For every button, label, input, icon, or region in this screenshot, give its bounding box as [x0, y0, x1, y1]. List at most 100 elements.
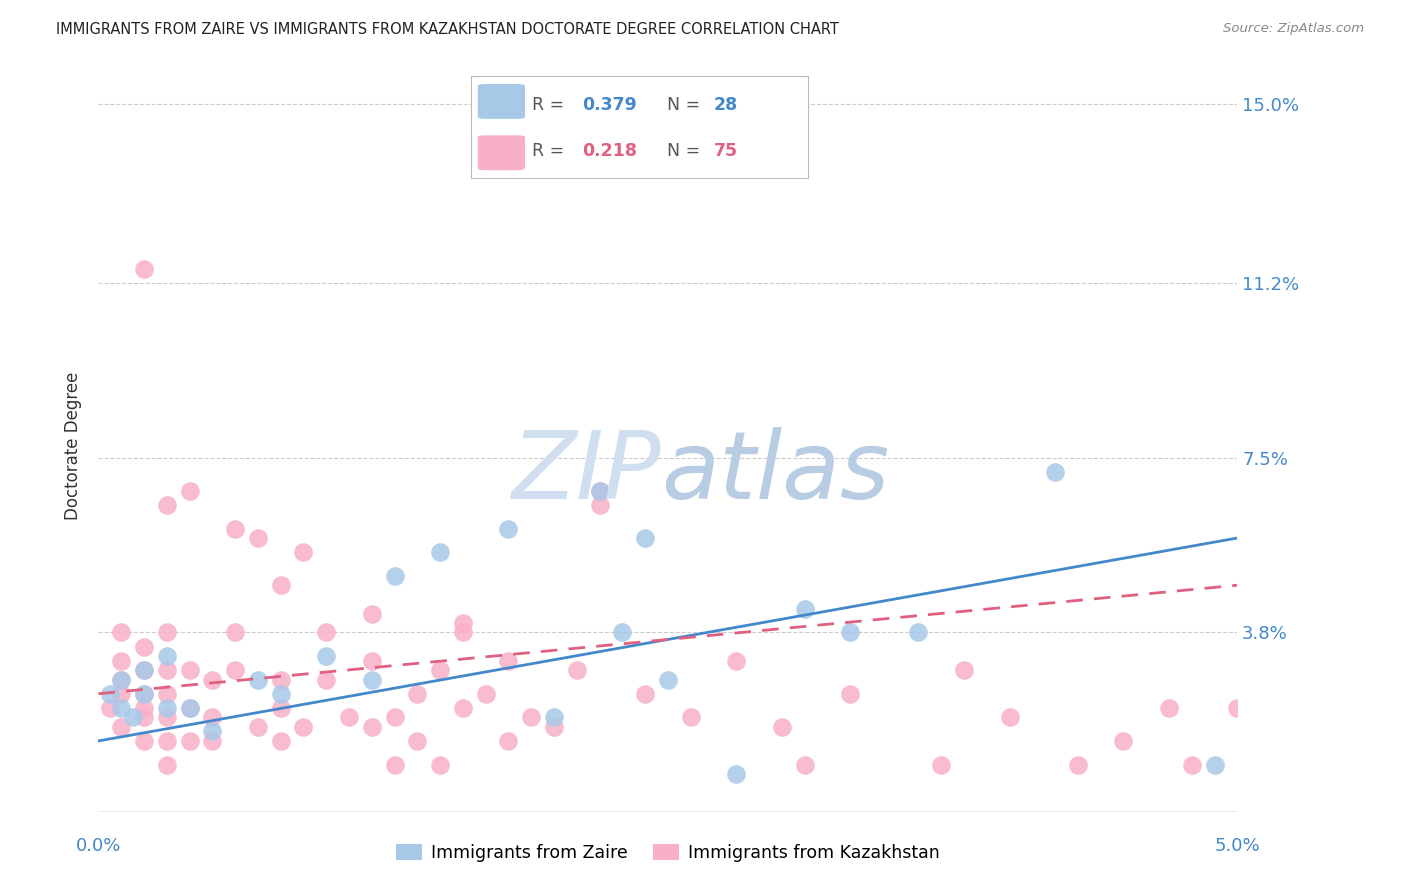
Point	[907, 625, 929, 640]
Point	[793, 602, 815, 616]
Point	[360, 607, 382, 621]
Point	[132, 663, 155, 677]
Point	[156, 757, 179, 772]
Point	[156, 701, 179, 715]
Point	[156, 625, 179, 640]
Point	[270, 687, 292, 701]
Point	[224, 522, 246, 536]
Point	[110, 625, 132, 640]
Point	[565, 663, 588, 677]
Text: IMMIGRANTS FROM ZAIRE VS IMMIGRANTS FROM KAZAKHSTAN DOCTORATE DEGREE CORRELATION: IMMIGRANTS FROM ZAIRE VS IMMIGRANTS FROM…	[56, 22, 839, 37]
Point	[451, 701, 474, 715]
Point	[179, 701, 201, 715]
Point	[953, 663, 976, 677]
Point	[179, 483, 201, 498]
Text: N =: N =	[666, 95, 706, 113]
Point	[201, 710, 224, 724]
Point	[612, 625, 634, 640]
Point	[132, 687, 155, 701]
Point	[246, 531, 269, 545]
Point	[179, 663, 201, 677]
Point	[246, 720, 269, 734]
Point	[498, 734, 520, 748]
Point	[360, 720, 382, 734]
FancyBboxPatch shape	[478, 136, 524, 170]
Point	[270, 578, 292, 592]
Point	[132, 640, 155, 654]
Point	[246, 673, 269, 687]
Point	[543, 720, 565, 734]
Text: 0.218: 0.218	[582, 142, 637, 160]
Point	[270, 734, 292, 748]
Point	[132, 701, 155, 715]
Point	[429, 545, 451, 559]
Point	[1112, 734, 1135, 748]
Text: 0.379: 0.379	[582, 95, 637, 113]
Point	[588, 483, 610, 498]
Point	[998, 710, 1021, 724]
Point	[1067, 757, 1090, 772]
Text: 0.0%: 0.0%	[76, 837, 121, 855]
Point	[634, 531, 657, 545]
Text: atlas: atlas	[661, 427, 889, 518]
Point	[498, 522, 520, 536]
Point	[337, 710, 360, 724]
Text: ZIP: ZIP	[512, 427, 661, 518]
Point	[588, 483, 610, 498]
Point	[406, 734, 429, 748]
Point	[384, 757, 406, 772]
Point	[98, 687, 121, 701]
Point	[406, 687, 429, 701]
Point	[1204, 757, 1226, 772]
Point	[132, 663, 155, 677]
Point	[384, 710, 406, 724]
FancyBboxPatch shape	[478, 84, 524, 119]
Point	[292, 545, 315, 559]
Point	[132, 734, 155, 748]
Point	[634, 687, 657, 701]
Point	[156, 734, 179, 748]
Point	[315, 625, 337, 640]
Text: 28: 28	[714, 95, 738, 113]
Point	[110, 687, 132, 701]
Point	[679, 710, 702, 724]
Text: 75: 75	[714, 142, 738, 160]
Point	[156, 663, 179, 677]
Text: R =: R =	[531, 142, 569, 160]
Point	[156, 498, 179, 512]
Point	[1043, 465, 1066, 479]
Point	[474, 687, 496, 701]
Point	[156, 710, 179, 724]
Point	[929, 757, 952, 772]
Point	[657, 673, 679, 687]
Point	[201, 734, 224, 748]
Point	[498, 654, 520, 668]
Point	[543, 710, 565, 724]
Point	[110, 654, 132, 668]
Point	[179, 734, 201, 748]
Point	[1181, 757, 1204, 772]
Point	[725, 654, 748, 668]
Point	[110, 720, 132, 734]
Point	[156, 648, 179, 663]
Point	[770, 720, 793, 734]
Point	[121, 710, 143, 724]
Point	[132, 687, 155, 701]
Text: R =: R =	[531, 95, 569, 113]
Point	[315, 673, 337, 687]
Point	[98, 701, 121, 715]
Point	[451, 625, 474, 640]
Point	[179, 701, 201, 715]
Point	[132, 262, 155, 277]
Point	[429, 757, 451, 772]
Point	[360, 654, 382, 668]
Point	[270, 701, 292, 715]
Point	[270, 673, 292, 687]
Point	[1157, 701, 1180, 715]
Point	[451, 615, 474, 630]
Point	[429, 663, 451, 677]
Text: N =: N =	[666, 142, 706, 160]
Point	[292, 720, 315, 734]
Point	[725, 767, 748, 781]
Point	[224, 663, 246, 677]
